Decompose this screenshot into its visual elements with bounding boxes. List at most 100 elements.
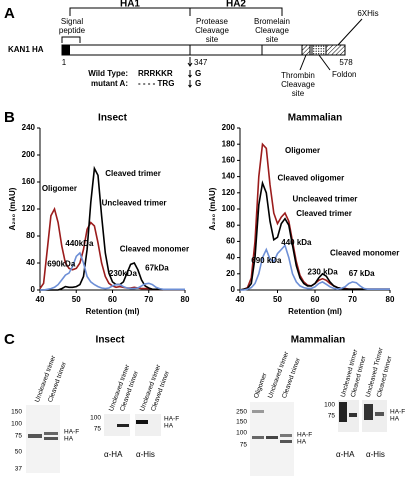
site-label: site	[292, 89, 305, 98]
annotation: 690kDa	[47, 259, 76, 268]
gel-band	[252, 436, 264, 439]
annotation: 67 kDa	[349, 269, 375, 278]
annotation: Oligomer	[285, 146, 320, 155]
annotation: Cleaved oligomer	[278, 173, 345, 182]
blot-band	[136, 420, 148, 424]
sequence: G	[195, 79, 201, 88]
annotation: Uncleaved trimer	[102, 199, 167, 208]
bracket	[61, 36, 81, 43]
sequence: RRRKKR	[138, 69, 173, 78]
site-label: site	[206, 35, 219, 44]
y-tick-label: 180	[222, 139, 236, 148]
y-tick-label: 0	[31, 285, 36, 294]
annotation: 230 kDa	[308, 267, 339, 276]
gel-band	[44, 437, 58, 440]
band-label: HA-F	[297, 432, 312, 439]
y-tick-label: 140	[222, 172, 236, 181]
position-label: 1	[62, 58, 67, 67]
site-label: Cleavage	[255, 26, 289, 35]
gel-band	[28, 434, 42, 438]
domain-label: HA1	[120, 0, 140, 10]
marker-label: 100	[324, 402, 335, 409]
x-tick-label: 70	[144, 295, 153, 304]
marker-label: 250	[236, 409, 247, 416]
sequence: G	[195, 69, 201, 78]
domain-label: HA2	[226, 0, 246, 10]
panel-label: B	[4, 109, 15, 126]
x-tick-label: 50	[72, 295, 81, 304]
site-label: Bromelain	[254, 17, 290, 26]
x-tick-label: 80	[386, 295, 395, 304]
y-tick-label: 120	[222, 188, 236, 197]
position-label: 347	[194, 58, 208, 67]
signal-segment	[62, 45, 70, 55]
antibody-label: α-HA	[336, 450, 355, 459]
marker-label: 50	[15, 449, 23, 456]
band-label: HA	[64, 436, 74, 443]
antibody-label: α-HA	[104, 450, 123, 459]
x-tick-label: 60	[108, 295, 117, 304]
marker-label: 100	[11, 421, 22, 428]
y-tick-label: 40	[26, 258, 35, 267]
band-label: HA-F	[64, 429, 79, 436]
gel-band	[280, 434, 292, 437]
y-tick-label: 240	[22, 123, 36, 132]
x-tick-label: 40	[36, 295, 45, 304]
x-tick-label: 70	[348, 295, 357, 304]
series-line	[40, 251, 185, 291]
sequence: - - - - TRG	[138, 79, 174, 88]
y-tick-label: 80	[26, 231, 35, 240]
blot	[135, 414, 161, 436]
y-axis-label: A₂₈₀ (mAU)	[8, 187, 17, 230]
site-label: peptide	[59, 26, 86, 35]
foldon-segment	[311, 44, 327, 56]
bracket	[189, 7, 283, 16]
marker-label: 100	[236, 430, 247, 437]
y-tick-label: 40	[226, 253, 235, 262]
gel-band	[252, 410, 264, 413]
annotation: Cleaved monomer	[330, 249, 399, 258]
marker-label: 75	[240, 442, 248, 449]
marker-label: 150	[11, 409, 22, 416]
sequence-label: Wild Type:	[88, 69, 128, 78]
gel-band	[266, 436, 278, 439]
band-label: HA	[297, 439, 307, 446]
x-axis-label: Retention (ml)	[86, 307, 140, 316]
marker-label: 100	[90, 415, 101, 422]
site-label: Cleavage	[281, 80, 315, 89]
band-label: HA	[164, 423, 174, 430]
y-tick-label: 60	[226, 237, 235, 246]
arrow	[188, 80, 192, 88]
marker-label: 75	[94, 426, 102, 433]
sequence-label: mutant A:	[91, 79, 128, 88]
marker-label: 37	[15, 466, 23, 473]
thrombin-segment	[301, 44, 311, 56]
lane-label: Oligomer	[253, 371, 269, 399]
pointer	[299, 54, 307, 71]
site-label: Cleavage	[195, 26, 229, 35]
gel-band	[44, 432, 58, 435]
chart-title: Insect	[98, 113, 128, 124]
y-tick-label: 120	[22, 204, 36, 213]
x-tick-label: 80	[181, 295, 190, 304]
annotation: 440 kDa	[281, 238, 312, 247]
blot-band	[364, 404, 373, 420]
blot-band	[375, 412, 384, 416]
tag-label: 6XHis	[357, 9, 378, 18]
annotation: Cleaved trimer	[296, 209, 352, 218]
y-tick-label: 160	[22, 177, 36, 186]
y-tick-label: 100	[222, 204, 236, 213]
x-axis-label: Retention (ml)	[288, 307, 342, 316]
annotation: 230kDa	[109, 269, 138, 278]
site-label: Foldon	[332, 70, 356, 79]
panel-title: Mammalian	[291, 335, 345, 346]
blot-band	[117, 424, 129, 427]
site-label: Signal	[61, 17, 83, 26]
annotation: Oligomer	[42, 184, 77, 193]
y-axis-label: A₂₈₀ (mAU)	[208, 187, 217, 230]
band-label: HA-F	[164, 416, 179, 423]
pointer	[337, 18, 363, 46]
his-segment	[325, 44, 346, 56]
construct-label: KAN1 HA	[8, 45, 44, 54]
